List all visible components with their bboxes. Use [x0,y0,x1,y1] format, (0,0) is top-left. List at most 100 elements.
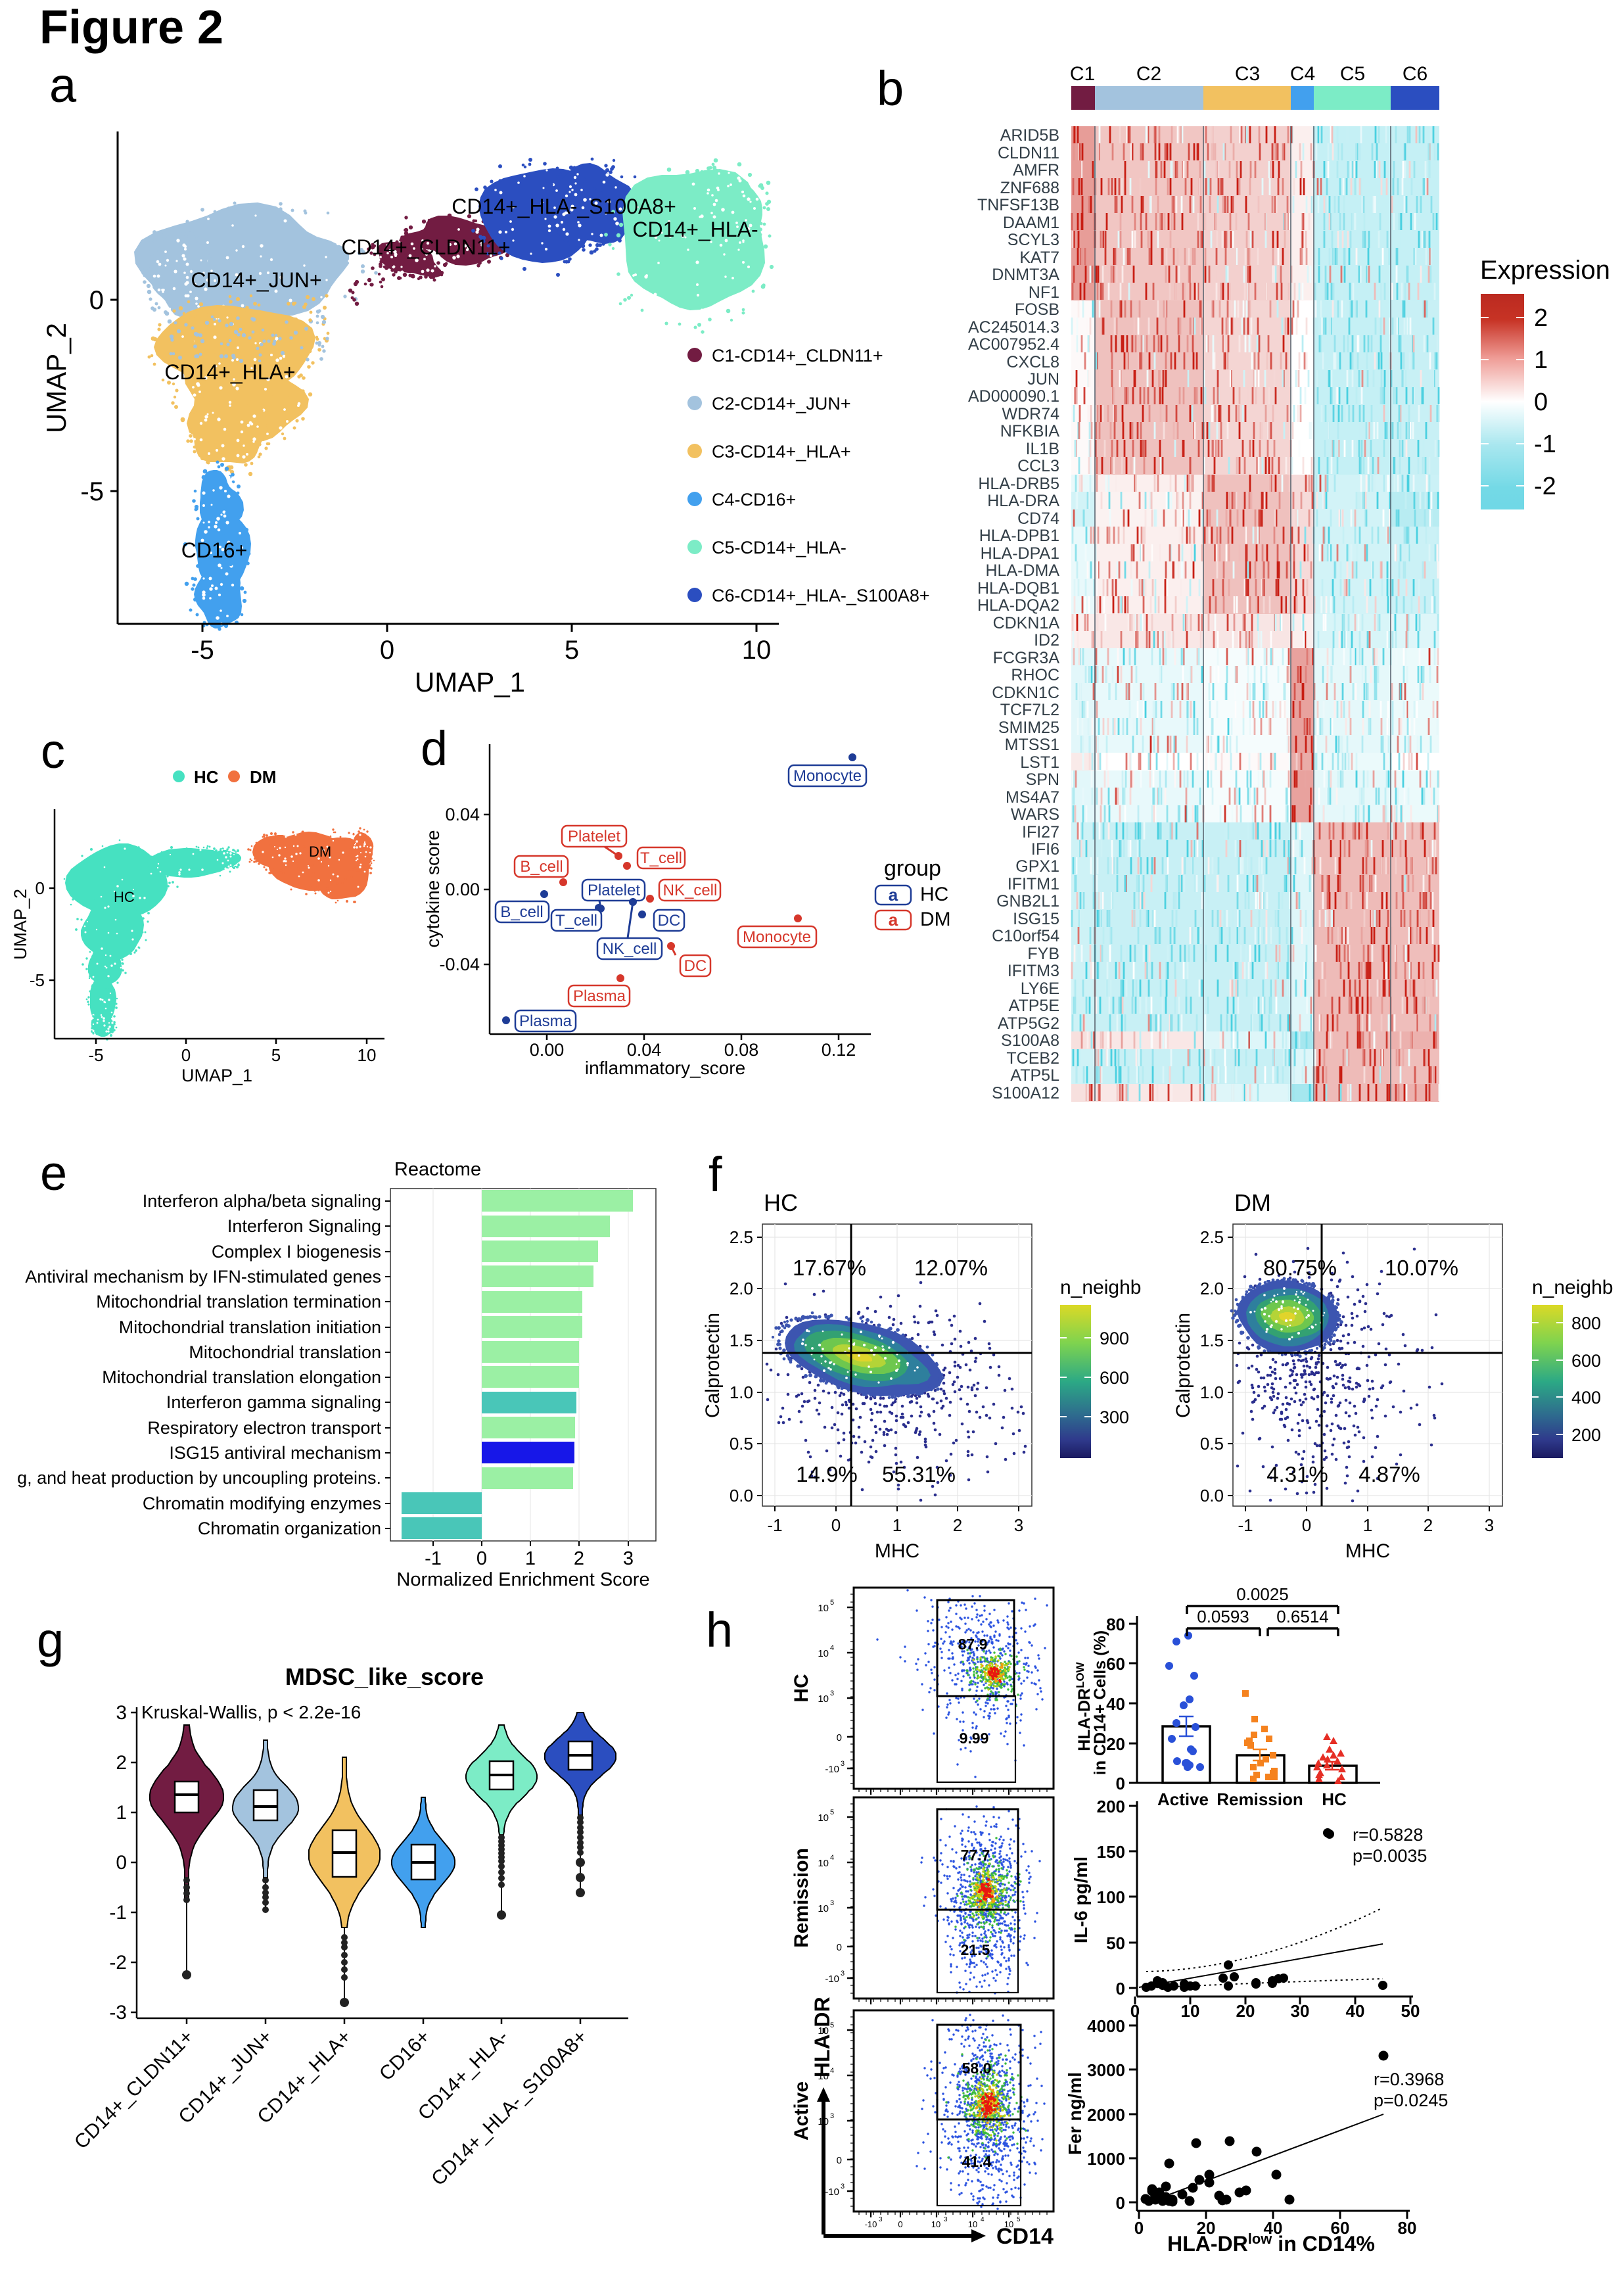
svg-text:JUN: JUN [1027,370,1059,389]
svg-text:C6: C6 [1403,63,1427,85]
svg-text:GNB2L1: GNB2L1 [996,892,1059,910]
svg-text:2.5: 2.5 [730,1227,753,1247]
svg-text:80.75%: 80.75% [1263,1256,1337,1280]
svg-text:3: 3 [116,1702,127,1724]
svg-text:2: 2 [1534,304,1548,332]
svg-text:-1: -1 [425,1548,442,1569]
svg-text:4: 4 [830,1854,834,1862]
svg-text:Platelet: Platelet [588,882,640,899]
svg-text:T_cell: T_cell [640,849,682,867]
svg-text:B_cell: B_cell [520,858,563,876]
svg-text:NK_cell: NK_cell [603,940,657,958]
svg-text:TNFSF13B: TNFSF13B [977,196,1059,214]
svg-text:1: 1 [116,1802,127,1824]
svg-text:0: 0 [837,1942,842,1953]
svg-text:200: 200 [1571,1425,1601,1445]
svg-text:e: e [40,1146,67,1200]
svg-text:2.0: 2.0 [730,1279,753,1298]
svg-text:LY6E: LY6E [1021,980,1059,998]
svg-text:800: 800 [1571,1313,1601,1333]
svg-text:Mitochondrial translation term: Mitochondrial translation termination [96,1292,381,1312]
svg-text:87.9: 87.9 [958,1636,988,1653]
svg-text:-10: -10 [825,1764,839,1775]
svg-text:b: b [877,61,904,116]
svg-text:3: 3 [1485,1515,1494,1535]
svg-text:n_neighb: n_neighb [1060,1277,1141,1298]
svg-text:group: group [884,856,941,881]
svg-text:C3: C3 [1235,63,1260,85]
svg-text:Antiviral mechanism by IFN-sti: Antiviral mechanism by IFN-stimulated ge… [25,1267,381,1287]
svg-text:IFITM1: IFITM1 [1008,875,1059,893]
svg-text:1: 1 [893,1515,902,1535]
svg-text:HLA-DQA2: HLA-DQA2 [977,596,1059,615]
svg-text:inflammatory_score: inflammatory_score [585,1058,745,1078]
svg-text:0.00: 0.00 [445,880,480,899]
svg-text:Kruskal-Wallis, p < 2.2e-16: Kruskal-Wallis, p < 2.2e-16 [141,1702,361,1722]
svg-text:10: 10 [818,1693,829,1705]
svg-text:WARS: WARS [1011,805,1059,824]
svg-text:CD14+_HLA-_S100A8+: CD14+_HLA-_S100A8+ [452,195,676,218]
svg-text:600: 600 [1571,1351,1601,1371]
svg-text:0: 0 [1534,389,1548,416]
svg-text:CD14+_HLA+: CD14+_HLA+ [164,360,295,384]
svg-text:Interferon gamma signaling: Interferon gamma signaling [166,1392,381,1412]
svg-text:HC: HC [791,1674,812,1702]
svg-text:ATP5G2: ATP5G2 [998,1014,1059,1033]
svg-text:Complex I biogenesis: Complex I biogenesis [212,1242,381,1262]
svg-text:Mitochondrial translation elon: Mitochondrial translation elongation [102,1367,381,1387]
svg-text:IL1B: IL1B [1026,440,1059,458]
svg-text:5: 5 [565,636,579,665]
svg-text:AD000090.1: AD000090.1 [968,387,1059,406]
svg-text:S100A12: S100A12 [992,1084,1059,1102]
svg-text:Interferon alpha/beta signalin: Interferon alpha/beta signaling [143,1191,381,1211]
svg-text:C2: C2 [1136,63,1161,85]
svg-text:NF1: NF1 [1029,283,1059,302]
svg-text:0: 0 [1302,1515,1311,1535]
svg-text:0.08: 0.08 [724,1040,759,1060]
svg-text:-1: -1 [767,1515,782,1535]
svg-text:0: 0 [181,1045,191,1065]
svg-text:WDR74: WDR74 [1002,405,1059,423]
svg-text:17.67%: 17.67% [793,1256,866,1280]
svg-text:DNMT3A: DNMT3A [992,266,1059,284]
svg-text:HC: HC [920,884,948,905]
svg-text:GPX1: GPX1 [1015,857,1059,876]
svg-text:1.5: 1.5 [1200,1331,1224,1350]
svg-text:3: 3 [830,1690,834,1697]
svg-text:0.12: 0.12 [822,1040,856,1060]
svg-text:Remission: Remission [791,1848,812,1948]
svg-text:0: 0 [476,1548,487,1569]
svg-text:3: 3 [623,1548,634,1569]
svg-text:SPN: SPN [1026,770,1059,789]
svg-text:TCEB2: TCEB2 [1006,1049,1059,1068]
svg-text:3: 3 [841,1970,845,1977]
svg-text:-10: -10 [825,1974,839,1985]
svg-text:C5-CD14+_HLA-: C5-CD14+_HLA- [712,538,847,557]
svg-text:0.04: 0.04 [627,1040,662,1060]
svg-text:AMFR: AMFR [1013,161,1059,179]
svg-text:IFI6: IFI6 [1031,840,1059,859]
svg-text:FOSB: FOSB [1015,300,1059,319]
svg-text:ISG15 antiviral mechanism: ISG15 antiviral mechanism [169,1443,381,1463]
svg-text:C10orf54: C10orf54 [992,927,1059,945]
svg-text:5: 5 [830,1599,834,1607]
svg-text:CD74: CD74 [1017,509,1059,528]
svg-text:DM: DM [920,909,951,930]
svg-text:DM: DM [250,767,276,787]
svg-text:CD14+_CLDN11+: CD14+_CLDN11+ [341,235,510,259]
svg-text:MS4A7: MS4A7 [1006,788,1059,807]
svg-text:600: 600 [1100,1368,1129,1388]
svg-text:NFKBIA: NFKBIA [1000,422,1060,440]
svg-text:CD14+_JUN+: CD14+_JUN+ [191,268,321,292]
svg-text:DC: DC [684,957,707,975]
svg-text:0: 0 [831,1515,841,1535]
svg-text:-1: -1 [109,1902,127,1924]
svg-text:10: 10 [742,636,772,665]
svg-text:IFITM3: IFITM3 [1008,962,1059,980]
svg-text:CXCL8: CXCL8 [1006,353,1059,371]
svg-text:c: c [41,724,65,778]
svg-text:900: 900 [1100,1329,1129,1348]
svg-text:g: g [37,1613,64,1667]
svg-text:SMIM25: SMIM25 [998,719,1059,737]
svg-text:ARID5B: ARID5B [1000,126,1059,145]
